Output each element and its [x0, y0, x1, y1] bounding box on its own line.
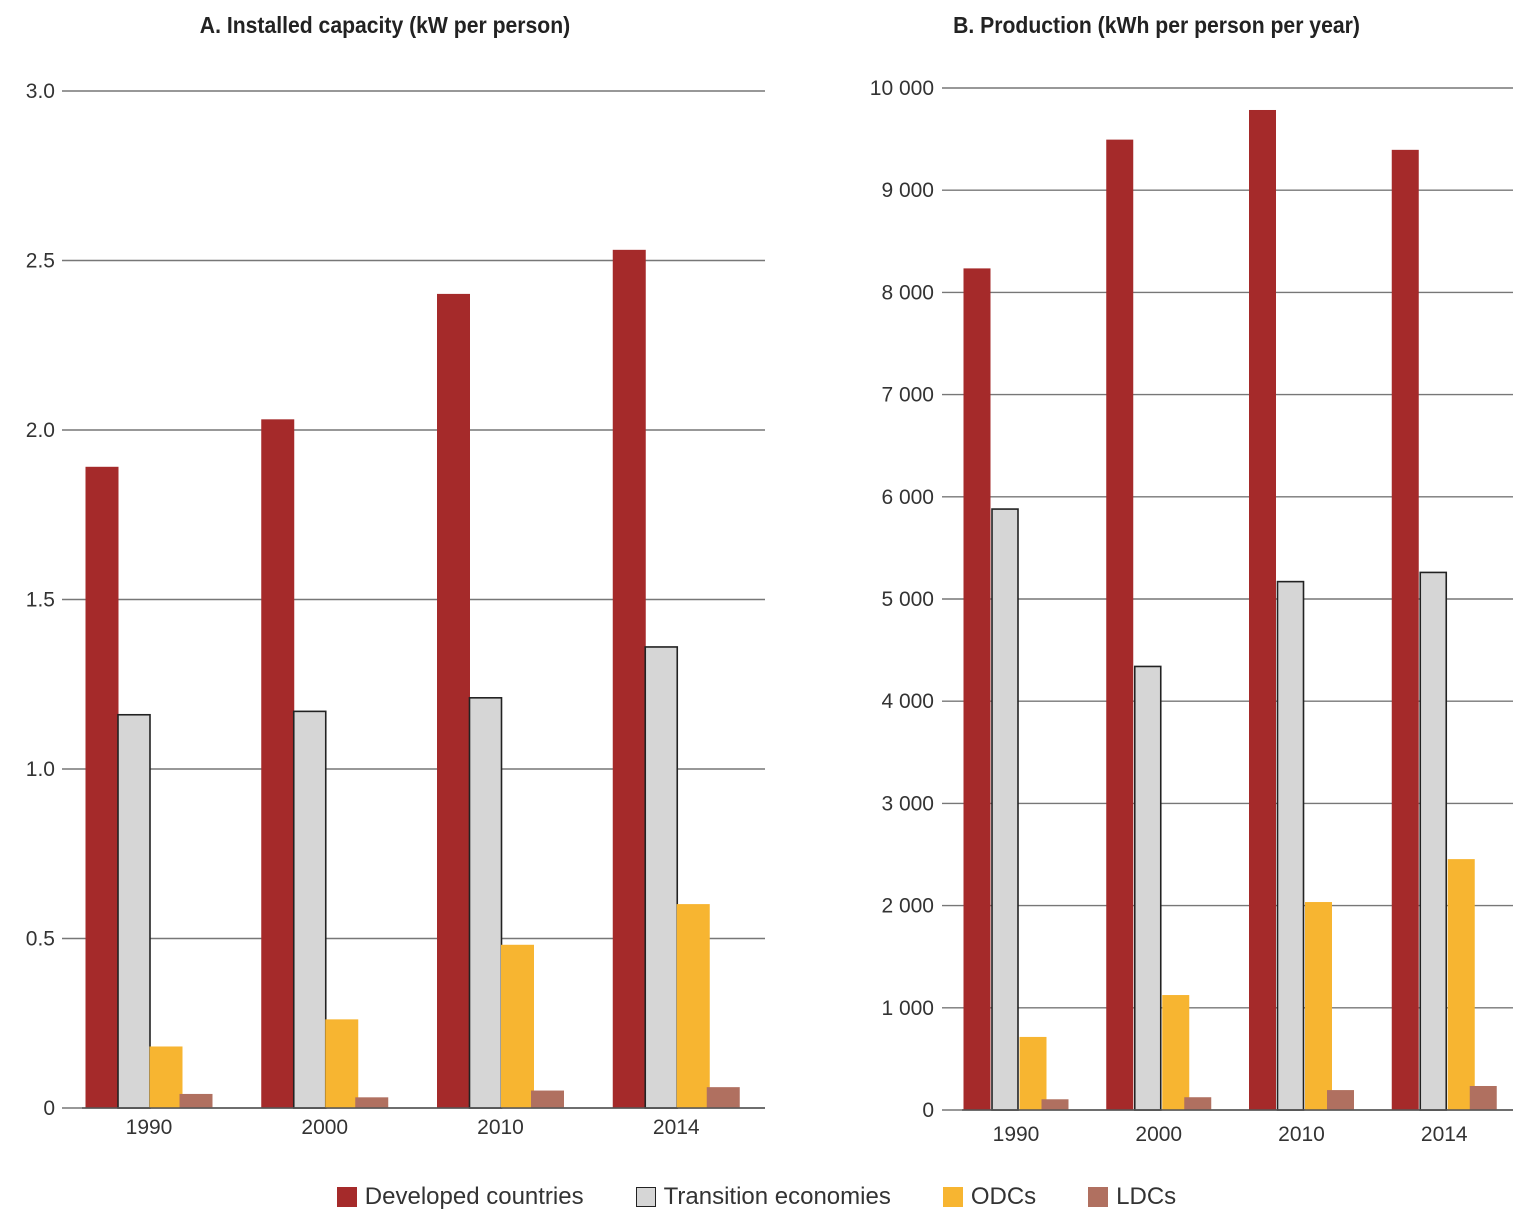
- panel-b-bar-developed: [1106, 139, 1134, 1111]
- panel-b-bar-transition: [1276, 580, 1305, 1111]
- panel-b-bar-transition: [1419, 571, 1448, 1111]
- panel-a-bar-transition: [468, 697, 503, 1109]
- legend-label-odcs: ODCs: [970, 1183, 1037, 1210]
- legend-swatch-ldcs: [1088, 1187, 1109, 1207]
- legend-item-developed: Developed countries: [336, 1183, 584, 1211]
- panel-b-ytick-label: 2 000: [881, 895, 934, 918]
- panel-b-bar-odcs: [1447, 859, 1475, 1111]
- panel-a-bar-transition: [644, 646, 679, 1109]
- panel-a-ytick-label: 3.0: [26, 80, 55, 103]
- legend-swatch-transition: [635, 1187, 656, 1207]
- panel-b-bar-odcs: [1019, 1036, 1047, 1111]
- legend-label-developed: Developed countries: [364, 1183, 584, 1210]
- panel-b-bar-ldcs: [1041, 1099, 1069, 1111]
- panel-b-bar-transition: [991, 508, 1019, 1111]
- panel-a-bar-ldcs: [355, 1097, 389, 1109]
- panel-b-ytick-label: 5 000: [881, 588, 934, 611]
- legend: Developed countries Transition economies…: [0, 1182, 1513, 1212]
- legend-label-transition: Transition economies: [663, 1183, 891, 1210]
- panel-b-xtick-label: 2000: [1135, 1123, 1182, 1146]
- panel-a-xtick-label: 2014: [653, 1116, 700, 1139]
- panel-a-bar-odcs: [149, 1046, 183, 1109]
- panel-a-ytick-label: 2.5: [26, 250, 55, 273]
- legend-label-ldcs: LDCs: [1116, 1183, 1177, 1210]
- panel-b-ytick-label: 10 000: [870, 77, 934, 100]
- panel-a-bar-developed: [261, 419, 295, 1109]
- panel-a-bar-transition: [292, 710, 327, 1109]
- panel-b-ytick-label: 8 000: [881, 281, 934, 304]
- panel-a-ytick-label: 0: [43, 1097, 55, 1120]
- panel-b-ytick-label: 1 000: [881, 997, 934, 1020]
- panel-b-bar-ldcs: [1184, 1097, 1212, 1111]
- panel-b-bar-odcs: [1305, 902, 1332, 1111]
- legend-item-ldcs: LDCs: [1088, 1183, 1176, 1211]
- panel-a-bar-developed: [85, 466, 119, 1109]
- panel-b-xtick-label: 2010: [1278, 1123, 1325, 1146]
- panel-b-ytick-label: 7 000: [881, 384, 934, 407]
- charts-canvas: 0 0.5 1.0 1.5 2.0 2.5 3.0 1990 2000 2010 2014 0 1 00…: [26, 77, 1513, 1146]
- panel-b-ytick-label: 3 000: [881, 792, 934, 815]
- panel-b-ytick-label: 0: [922, 1099, 934, 1122]
- panel-b-xtick-label: 2014: [1421, 1123, 1468, 1146]
- panel-b-title: B. Production (kWh per person per year): [953, 12, 1360, 38]
- panel-a-xtick-label: 2010: [477, 1116, 524, 1139]
- panel-a-bar-developed: [612, 249, 646, 1109]
- panel-a-xtick-label: 2000: [301, 1116, 348, 1139]
- panel-a-ytick-label: 0.5: [26, 928, 55, 951]
- panel-a-ytick-label: 1.5: [26, 589, 55, 612]
- legend-item-transition: Transition economies: [635, 1183, 891, 1211]
- panel-a-bar-ldcs: [179, 1093, 213, 1109]
- panel-a-bar-developed: [437, 293, 470, 1109]
- panel-b-xtick-label: 1990: [993, 1123, 1040, 1146]
- panel-a-ytick-label: 2.0: [26, 419, 55, 442]
- panel-b-bar-ldcs: [1469, 1085, 1497, 1111]
- panel-a-title: A. Installed capacity (kW per person): [199, 12, 571, 38]
- legend-item-odcs: ODCs: [942, 1183, 1037, 1211]
- panel-b-ytick-label: 6 000: [881, 486, 934, 509]
- panel-b-bar-developed: [1391, 149, 1419, 1111]
- legend-swatch-odcs: [942, 1187, 963, 1207]
- panel-b-bar-odcs: [1162, 995, 1190, 1111]
- panel-b-bar-ldcs: [1327, 1090, 1354, 1111]
- panel-b-ytick-label: 4 000: [881, 690, 934, 713]
- panel-a-bar-transition: [117, 713, 151, 1109]
- panel-b-ytick-label: 9 000: [881, 179, 934, 202]
- panel-b-bar-developed: [963, 268, 991, 1111]
- panel-a-xtick-label: 1990: [126, 1116, 173, 1139]
- panel-b-bar-developed: [1249, 109, 1276, 1111]
- panel-a-bar-ldcs: [706, 1087, 740, 1109]
- panel-a-bar-odcs: [501, 944, 534, 1109]
- legend-swatch-developed: [336, 1187, 357, 1207]
- panel-a-bar-odcs: [325, 1019, 359, 1109]
- panel-a-bar-odcs: [676, 904, 710, 1109]
- panel-a-ytick-label: 1.0: [26, 758, 55, 781]
- panel-a-bar-ldcs: [531, 1090, 564, 1109]
- panel-b-bar-transition: [1133, 665, 1162, 1111]
